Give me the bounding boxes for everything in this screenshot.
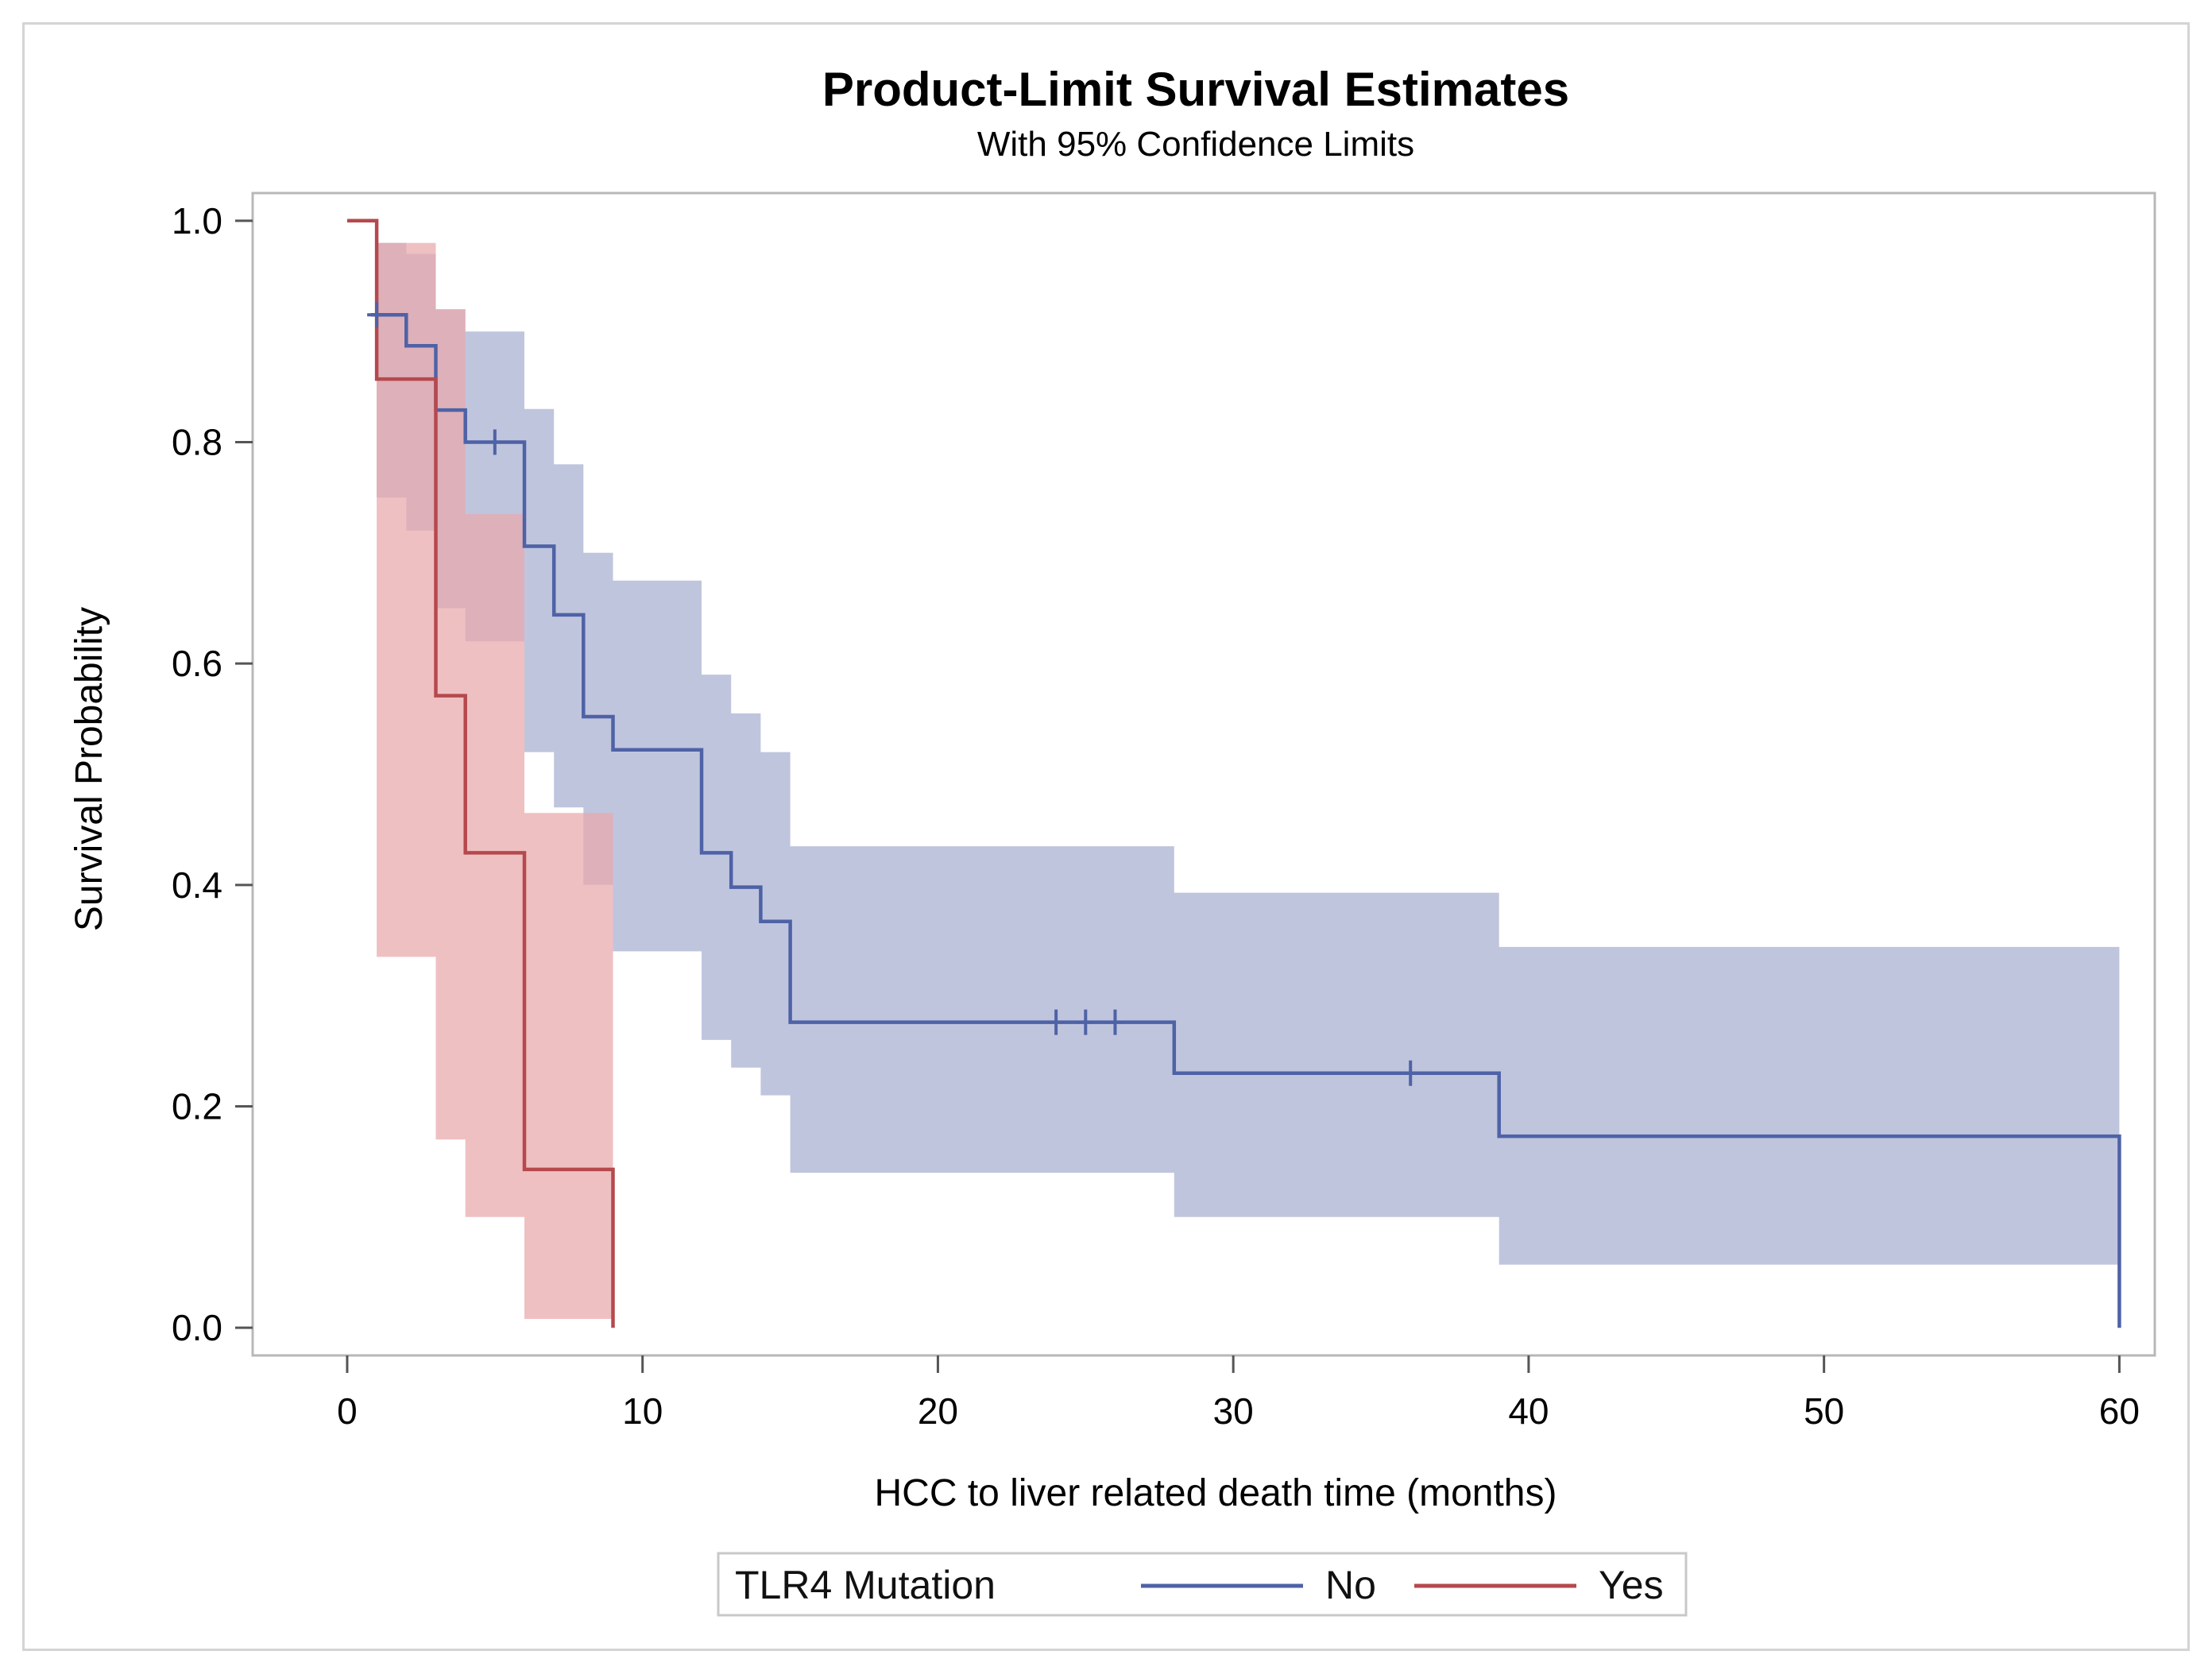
censor-mark-no-1 [485, 429, 505, 455]
legend-title: TLR4 Mutation [735, 1563, 996, 1607]
confidence-bands [377, 242, 2120, 1320]
y-tick-label-2: 0.4 [172, 864, 222, 906]
legend-label-no: No [1325, 1563, 1376, 1607]
x-tick-label-0: 0 [337, 1390, 358, 1432]
y-tick-label-1: 0.2 [172, 1086, 222, 1127]
x-tick-label-3: 30 [1213, 1390, 1254, 1432]
censor-mark-no-4 [1105, 1009, 1125, 1035]
x-tick-label-2: 20 [918, 1390, 958, 1432]
x-axis-label: HCC to liver related death time (months) [875, 1472, 1557, 1514]
x-tick-label-1: 10 [622, 1390, 663, 1432]
censor-mark-no-5 [1401, 1060, 1421, 1086]
x-tick-label-5: 50 [1804, 1390, 1844, 1432]
y-axis-label: Survival Probability [68, 607, 110, 931]
censor-mark-no-2 [1046, 1009, 1066, 1035]
chart-title: Product-Limit Survival Estimates [822, 63, 1569, 116]
chart-subtitle: With 95% Confidence Limits [977, 125, 1414, 164]
censor-mark-no-3 [1076, 1009, 1096, 1035]
plot-area-border [251, 191, 2156, 1357]
x-axis-ticks: 0 10 20 30 40 50 60 [337, 1355, 2140, 1432]
x-tick-label-4: 40 [1508, 1390, 1549, 1432]
censor-mark-no-0 [367, 302, 387, 328]
ci-band-no [377, 242, 2120, 1265]
x-tick-label-6: 60 [2099, 1390, 2140, 1432]
y-tick-label-3: 0.6 [172, 643, 222, 684]
survival-line-no [370, 313, 2121, 1328]
y-tick-label-4: 0.8 [172, 422, 222, 463]
legend: TLR4 Mutation No Yes [717, 1552, 1688, 1617]
legend-label-yes: Yes [1599, 1563, 1664, 1607]
y-tick-label-0: 0.0 [172, 1307, 222, 1348]
y-axis-ticks: 0.0 0.2 0.4 0.6 0.8 1.0 [172, 200, 253, 1348]
y-tick-label-5: 1.0 [172, 200, 222, 242]
censor-marks [367, 302, 1421, 1086]
